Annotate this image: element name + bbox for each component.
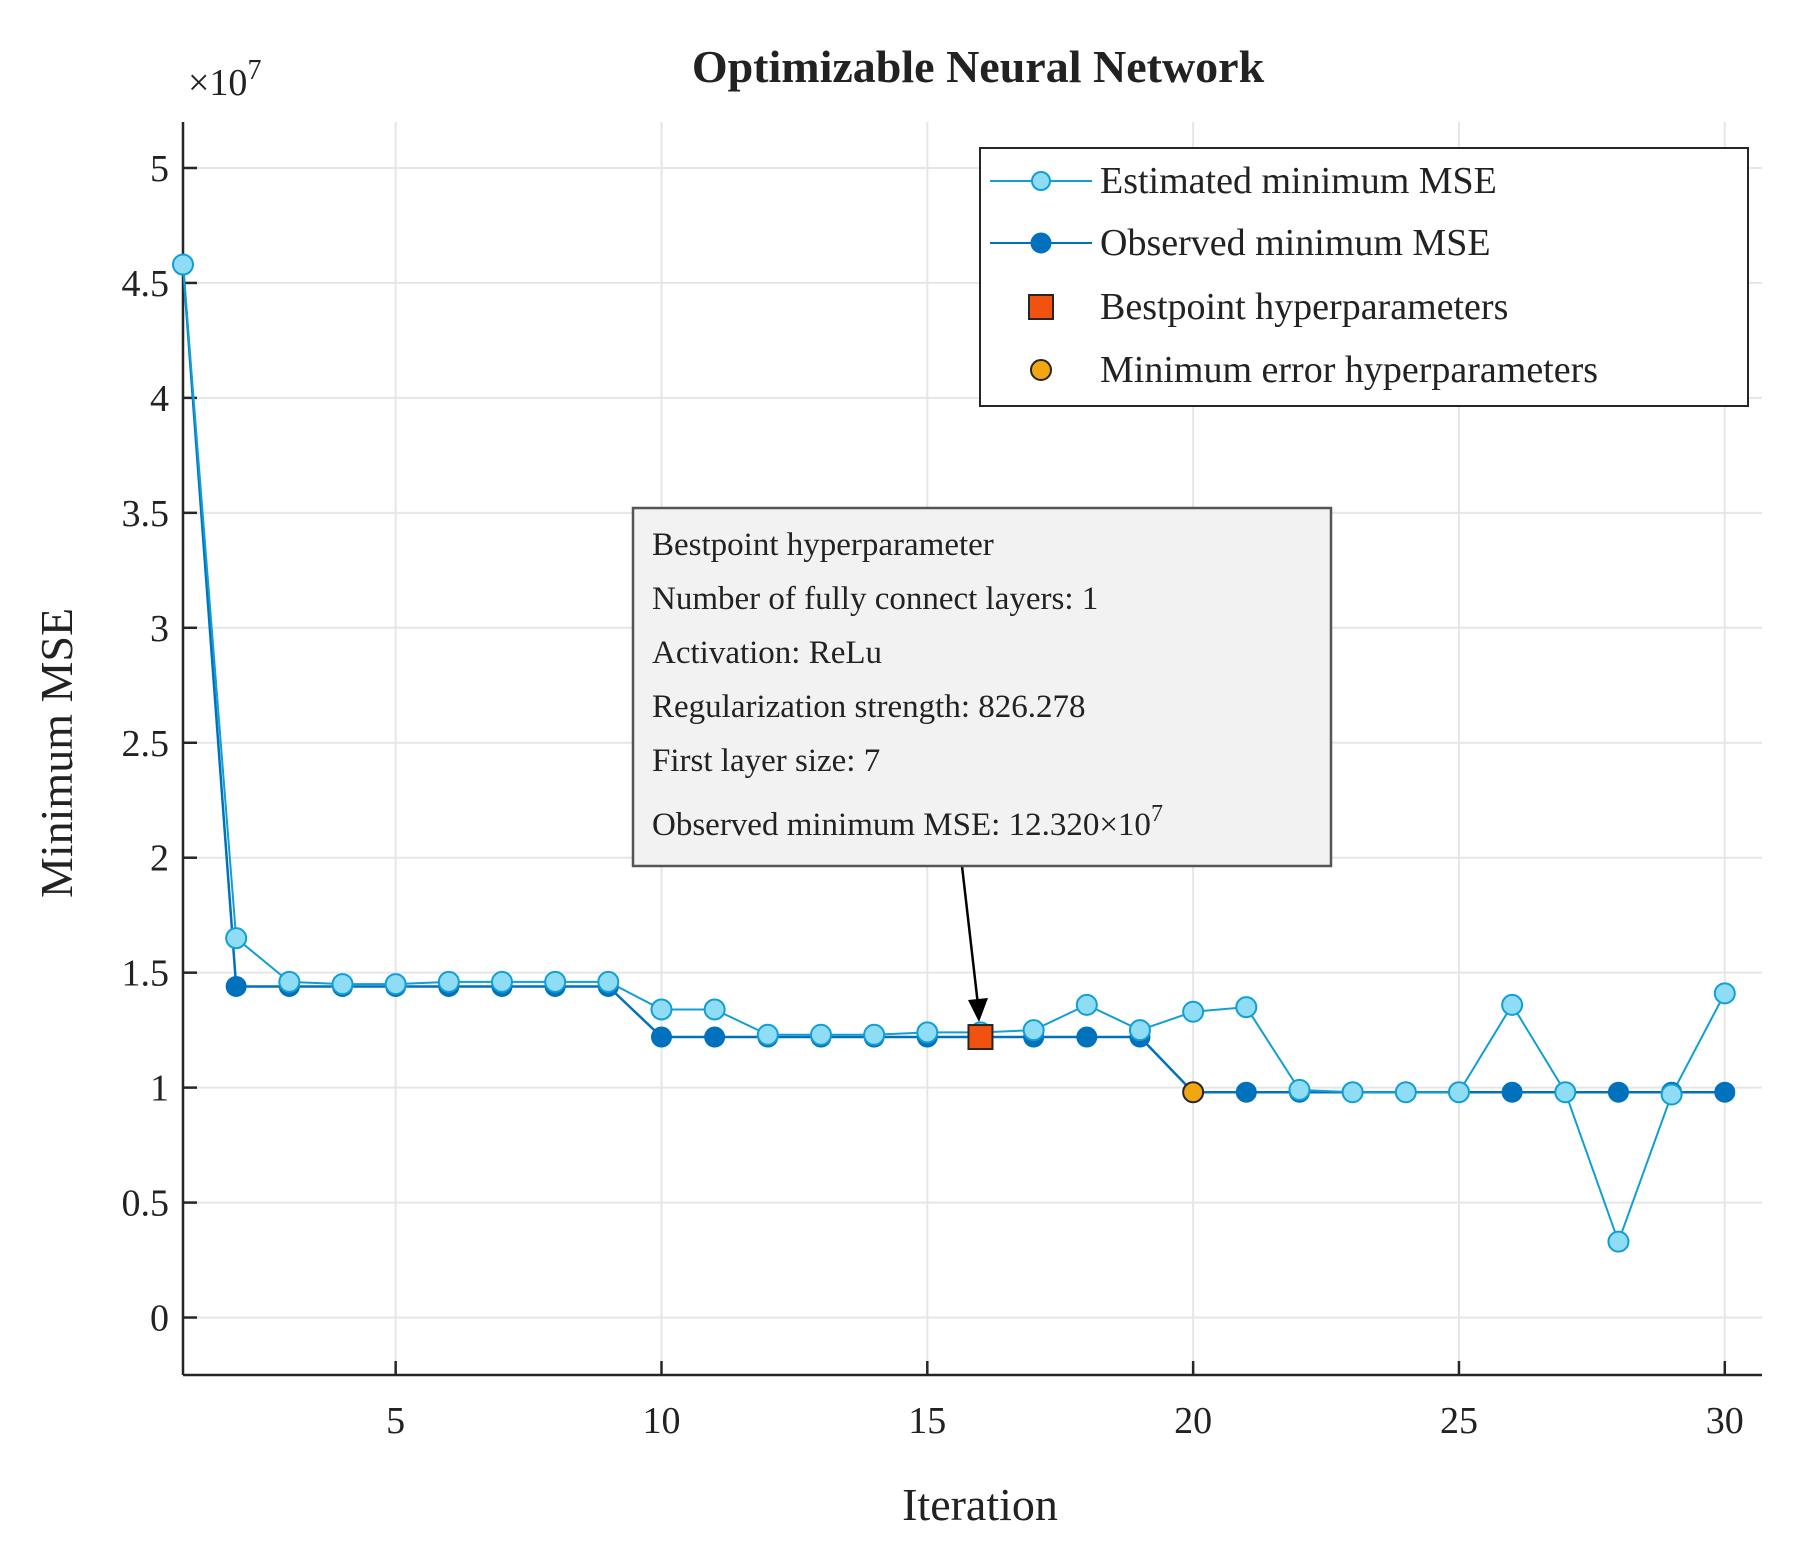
estimated-point xyxy=(597,970,620,993)
estimated-point xyxy=(1022,1019,1045,1042)
estimated-point xyxy=(1341,1081,1364,1104)
estimated-point xyxy=(384,973,407,996)
y-exponent-label: ×107 xyxy=(188,55,261,104)
legend-estimated-label: Estimated minimum MSE xyxy=(1100,160,1497,202)
legend-observed-marker xyxy=(1030,232,1052,254)
observed-point xyxy=(1235,1081,1257,1103)
annotation-arrow xyxy=(960,865,988,1022)
legend-estimated-marker xyxy=(1031,171,1051,191)
estimated-point xyxy=(1075,993,1098,1016)
estimated-point xyxy=(1394,1081,1417,1104)
observed-point xyxy=(225,975,247,997)
estimated-point xyxy=(1660,1083,1683,1106)
estimated-point xyxy=(1182,1000,1205,1023)
estimated-point xyxy=(1447,1081,1470,1104)
estimated-point xyxy=(1235,996,1258,1019)
estimated-point xyxy=(650,998,673,1021)
y-tick-label: 0.5 xyxy=(122,1183,170,1225)
annotation-line-5-power: 7 xyxy=(1151,801,1163,827)
estimated-point xyxy=(1501,993,1524,1016)
y-exponent-base: ×10 xyxy=(188,62,247,104)
observed-point xyxy=(1501,1081,1523,1103)
y-tick-labels: 0 0.5 1 1.5 2 2.5 3 3.5 4 4.5 5 xyxy=(122,148,170,1340)
x-tick-label: 10 xyxy=(642,1400,680,1442)
legend-min-error-marker xyxy=(1030,359,1052,381)
estimated-point xyxy=(1554,1081,1577,1104)
annotation-box: Bestpoint hyperparameter Number of fully… xyxy=(631,506,1333,868)
x-tick-label: 20 xyxy=(1174,1400,1212,1442)
svg-text:×107: ×107 xyxy=(188,55,261,104)
estimated-point xyxy=(756,1023,779,1046)
x-tick-label: 25 xyxy=(1440,1400,1478,1442)
observed-point xyxy=(1607,1081,1629,1103)
estimated-point xyxy=(703,998,726,1021)
x-tick-label: 15 xyxy=(908,1400,946,1442)
annotation-title: Bestpoint hyperparameter xyxy=(652,527,994,563)
legend-item-estimated: Estimated minimum MSE xyxy=(990,160,1497,202)
series xyxy=(172,253,1736,1253)
legend-box xyxy=(979,147,1749,407)
legend-min-error-label: Minimum error hyperparameters xyxy=(1100,349,1598,391)
annotation-line-5: Observed minimum MSE: 12.320×10 xyxy=(652,807,1151,843)
estimated-point xyxy=(331,973,354,996)
legend: Estimated minimum MSE Observed minimum M… xyxy=(979,147,1749,407)
annotation-background xyxy=(631,506,1333,868)
estimated-point xyxy=(490,970,513,993)
y-tick-label: 1.5 xyxy=(122,953,170,995)
observed-point xyxy=(1714,1081,1736,1103)
y-axis-label: Minimum MSE xyxy=(31,608,82,898)
observed-point xyxy=(704,1026,726,1048)
y-tick-label: 5 xyxy=(150,148,169,190)
y-tick-label: 4.5 xyxy=(122,263,170,305)
annotation-line-2: Activation: ReLu xyxy=(652,635,882,671)
estimated-point xyxy=(544,970,567,993)
legend-bestpoint-marker xyxy=(1028,294,1054,320)
legend-item-bestpoint: Bestpoint hyperparameters xyxy=(1028,286,1508,328)
min-error-marker xyxy=(1182,1081,1205,1104)
svg-text:Observed minimum MSE: 12.320×1: Observed minimum MSE: 12.320×107 xyxy=(652,801,1163,843)
estimated-point xyxy=(1713,982,1736,1005)
estimated-point xyxy=(863,1023,886,1046)
y-tick-label: 2 xyxy=(150,838,169,880)
y-tick-label: 2.5 xyxy=(122,723,170,765)
annotation-line-1: Number of fully connect layers: 1 xyxy=(652,581,1098,617)
observed-point xyxy=(650,1026,672,1048)
x-tick-labels: 5 10 15 20 25 30 xyxy=(386,1400,1744,1442)
estimated-point xyxy=(278,970,301,993)
estimated-point xyxy=(437,970,460,993)
legend-item-observed: Observed minimum MSE xyxy=(990,222,1491,264)
legend-bestpoint-label: Bestpoint hyperparameters xyxy=(1100,286,1508,328)
y-tick-label: 1 xyxy=(150,1068,169,1110)
bestpoint-marker xyxy=(967,1024,994,1051)
y-exponent-power: 7 xyxy=(247,55,261,86)
annotation-line-3: Regularization strength: 826.278 xyxy=(652,689,1086,725)
estimated-point xyxy=(1607,1230,1630,1253)
estimated-point xyxy=(225,927,248,950)
x-tick-label: 5 xyxy=(386,1400,405,1442)
observed-point xyxy=(1076,1026,1098,1048)
estimated-point xyxy=(172,253,194,276)
estimated-point xyxy=(809,1023,832,1046)
y-tick-label: 4 xyxy=(150,378,169,420)
legend-observed-label: Observed minimum MSE xyxy=(1100,222,1491,264)
special-points xyxy=(967,1024,1205,1104)
y-tick-label: 3 xyxy=(150,608,169,650)
estimated-point xyxy=(1128,1019,1151,1042)
y-tick-label: 0 xyxy=(150,1298,169,1340)
x-axis-label: Iteration xyxy=(902,1479,1058,1530)
y-tick-label: 3.5 xyxy=(122,493,170,535)
chart-title: Optimizable Neural Network xyxy=(692,41,1265,92)
annotation-line-4: First layer size: 7 xyxy=(652,743,880,779)
axes xyxy=(181,122,1762,1377)
estimated-point xyxy=(916,1021,939,1044)
legend-item-min-error: Minimum error hyperparameters xyxy=(1030,349,1598,391)
x-tick-label: 30 xyxy=(1706,1400,1744,1442)
estimated-point xyxy=(1288,1078,1311,1101)
